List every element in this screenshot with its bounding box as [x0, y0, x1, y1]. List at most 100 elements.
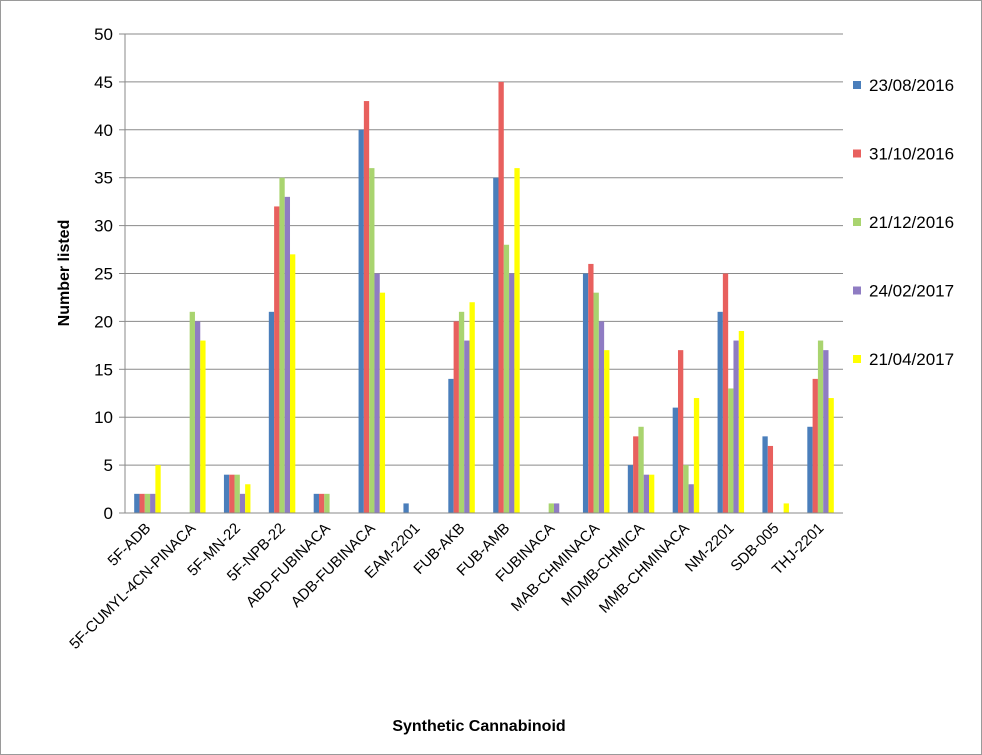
bar: FUB-AMB — 24/02/2017: 25	[509, 273, 515, 513]
bar: FUB-AMB — 21/12/2016: 28	[503, 244, 510, 513]
y-tick-labels: 0 5 10 15 20 25 30 35 40 45 50	[94, 25, 113, 523]
x-tick-label: MDMB-CHMICA	[558, 520, 648, 610]
legend-swatch	[853, 218, 861, 226]
bar: FUB-AKB — 21/04/2017: 22	[469, 302, 475, 513]
bar: ADB-FUBINACA — 31/10/2016: 43	[363, 101, 370, 513]
bar: 5F-MN-22 — 21/12/2016: 4	[234, 474, 240, 513]
bar: MMB-CHMINACA — 31/10/2016: 17	[677, 350, 684, 513]
bar: FUB-AKB — 24/02/2017: 18	[464, 340, 470, 513]
gridlines	[119, 33, 843, 514]
legend-label: 24/02/2017	[869, 282, 954, 301]
bar: THJ-2201 — 24/02/2017: 17	[823, 350, 829, 513]
bar: NM-2201 — 31/10/2016: 25	[722, 273, 729, 513]
legend-label: 31/10/2016	[869, 145, 954, 164]
bar: THJ-2201 — 21/04/2017: 12	[828, 398, 834, 513]
bar: 5F-NPB-22 — 31/10/2016: 32	[274, 206, 280, 513]
bar: MAB-CHMINACA — 21/12/2016: 23	[593, 292, 599, 513]
bar: FUBINACA — 21/12/2016: 1	[548, 503, 554, 513]
bar: NM-2201 — 21/04/2017: 19	[738, 330, 745, 513]
bar: 5F-MN-22 — 31/10/2016: 4	[229, 474, 235, 513]
bar: 5F-ADB — 21/04/2017: 5	[155, 465, 161, 513]
bar: ADB-FUBINACA — 21/12/2016: 36	[369, 168, 375, 513]
bar: FUBINACA — 24/02/2017: 1	[553, 503, 560, 513]
bar: 5F-NPB-22 — 21/04/2017: 27	[290, 254, 296, 513]
bar: 5F-ADB — 31/10/2016: 2	[139, 493, 145, 513]
bar: MDMB-CHMICA — 24/02/2017: 4	[643, 474, 650, 513]
bar: MDMB-CHMICA — 21/12/2016: 9	[638, 426, 644, 513]
bar: ABD-FUBINACA — 23/08/2016: 2	[313, 493, 319, 513]
bar: THJ-2201 — 21/12/2016: 18	[817, 340, 824, 513]
legend-label: 23/08/2016	[869, 76, 954, 95]
bar: 5F-ADB — 24/02/2017: 2	[150, 493, 156, 513]
legend: 23/08/2016 31/10/2016 21/12/2016 24/02/2017…	[853, 76, 954, 369]
bar: 5F-NPB-22 — 23/08/2016: 21	[268, 311, 275, 513]
bar: MDMB-CHMICA — 21/04/2017: 4	[649, 474, 655, 513]
bar: 5F-ADB — 21/12/2016: 2	[144, 493, 151, 513]
bar: ABD-FUBINACA — 21/12/2016: 2	[324, 493, 330, 513]
bar: ADB-FUBINACA — 21/04/2017: 23	[379, 292, 386, 513]
bar: 5F-CUMYL-4CN-PINACA — 21/04/2017: 18	[200, 340, 206, 513]
legend-swatch	[853, 355, 861, 363]
bar: SDB-005 — 21/04/2017: 1	[783, 503, 789, 513]
x-tick-labels: 5F-ADB5F-CUMYL-4CN-PINACA5F-MN-225F-NPB-…	[66, 520, 827, 653]
bar: MMB-CHMINACA — 24/02/2017: 3	[688, 484, 694, 513]
bar: ADB-FUBINACA — 24/02/2017: 25	[374, 273, 380, 513]
bar: MMB-CHMINACA — 21/12/2016: 5	[683, 465, 689, 513]
bar: MDMB-CHMICA — 23/08/2016: 5	[627, 465, 634, 513]
legend-swatch	[853, 149, 861, 158]
bar: MMB-CHMINACA — 23/08/2016: 11	[672, 407, 678, 513]
legend-swatch	[853, 286, 861, 295]
bar: NM-2201 — 23/08/2016: 21	[717, 311, 723, 513]
bar: THJ-2201 — 31/10/2016: 14	[812, 378, 818, 513]
bar: MAB-CHMINACA — 31/10/2016: 26	[588, 263, 594, 513]
bar: 5F-NPB-22 — 21/12/2016: 35	[279, 177, 285, 513]
bar: SDB-005 — 31/10/2016: 7	[767, 445, 774, 513]
bar: 5F-ADB — 23/08/2016: 2	[134, 493, 140, 513]
y-tick-label: 35	[94, 169, 113, 188]
y-tick-label: 15	[94, 360, 113, 379]
x-axis-title: Synthetic Cannabinoid	[392, 718, 565, 735]
bar: MMB-CHMINACA — 21/04/2017: 12	[693, 398, 700, 513]
bar: FUB-AKB — 31/10/2016: 20	[453, 321, 459, 513]
bar: FUB-AKB — 23/08/2016: 14	[448, 378, 454, 513]
y-tick-label: 40	[94, 121, 113, 140]
y-tick-label: 20	[94, 312, 113, 331]
bar: 5F-NPB-22 — 24/02/2017: 33	[284, 196, 291, 514]
bar: NM-2201 — 24/02/2017: 18	[733, 340, 739, 513]
bar: THJ-2201 — 23/08/2016: 9	[807, 426, 813, 513]
bar: FUB-AMB — 21/04/2017: 36	[514, 168, 520, 513]
bar: ADB-FUBINACA — 23/08/2016: 40	[358, 129, 364, 514]
legend-swatch	[853, 81, 861, 89]
y-tick-label: 25	[94, 265, 113, 284]
legend-label: 21/12/2016	[869, 213, 954, 232]
y-tick-label: 30	[94, 217, 113, 236]
bar: FUB-AKB — 21/12/2016: 21	[458, 311, 465, 513]
bar: SDB-005 — 23/08/2016: 8	[762, 436, 768, 513]
bar: 5F-CUMYL-4CN-PINACA — 24/02/2017: 20	[194, 321, 201, 513]
y-tick-label: 0	[104, 504, 113, 523]
bar: MAB-CHMINACA — 24/02/2017: 20	[598, 321, 605, 513]
x-tick-label: NM-2201	[682, 520, 738, 576]
y-axis-title: Number listed	[56, 220, 73, 327]
bar: EAM-2201 — 23/08/2016: 1	[403, 503, 409, 513]
y-tick-label: 10	[94, 408, 113, 427]
axes	[124, 34, 843, 514]
bar: MDMB-CHMICA — 31/10/2016: 8	[633, 436, 639, 513]
bars: 5F-ADB — 23/08/2016: 25F-ADB — 31/10/201…	[134, 81, 834, 514]
bar: 5F-MN-22 — 23/08/2016: 4	[223, 474, 230, 513]
legend-label: 21/04/2017	[869, 350, 954, 369]
y-tick-label: 50	[94, 25, 113, 44]
bar: ABD-FUBINACA — 31/10/2016: 2	[318, 493, 325, 513]
bar: FUB-AMB — 31/10/2016: 45	[498, 81, 504, 514]
bar: MAB-CHMINACA — 23/08/2016: 25	[582, 273, 589, 513]
y-tick-label: 5	[104, 456, 113, 475]
bar: 5F-CUMYL-4CN-PINACA — 21/12/2016: 21	[189, 311, 195, 513]
bar: 5F-MN-22 — 24/02/2017: 2	[239, 493, 246, 513]
y-tick-label: 45	[94, 73, 113, 92]
bar: 5F-MN-22 — 21/04/2017: 3	[245, 484, 251, 513]
bar: NM-2201 — 21/12/2016: 13	[728, 388, 734, 513]
bar: FUB-AMB — 23/08/2016: 35	[493, 177, 499, 513]
bar: MAB-CHMINACA — 21/04/2017: 17	[604, 350, 610, 513]
